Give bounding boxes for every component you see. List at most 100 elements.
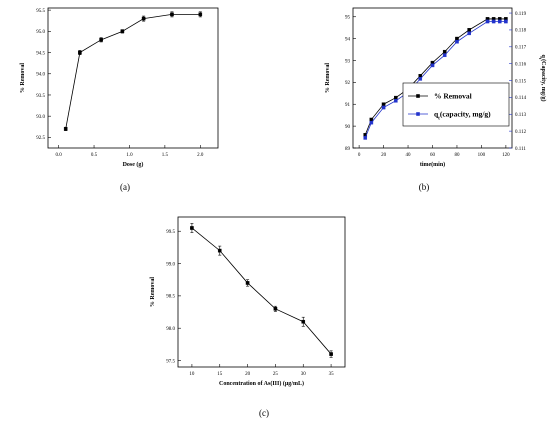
data-point bbox=[120, 29, 125, 34]
panel-label: (a) bbox=[120, 182, 130, 192]
chart-panel-2: 0 20 40 60 80 100 120 89 90 91 92 93 94 95 0.111 0.112 0… bbox=[325, 7, 548, 192]
y2-tick-label: 0.117 bbox=[515, 46, 527, 51]
data-point bbox=[381, 105, 386, 110]
y-tick-label: 94 bbox=[345, 37, 351, 42]
y-tick-label: 98.0 bbox=[166, 327, 175, 332]
x-tick-label: 15 bbox=[217, 372, 223, 377]
plot-frame bbox=[352, 7, 513, 149]
chart-panel-1: 0.0 0.5 1.0 1.5 2.0 92.5 93.0 93.5 94.0 94.5 95.0 9… bbox=[20, 7, 219, 192]
x-tick-label: 120 bbox=[502, 153, 510, 158]
data-point bbox=[369, 120, 374, 125]
data-point bbox=[301, 319, 306, 324]
legend-marker-2 bbox=[416, 112, 420, 116]
plot-frame bbox=[47, 7, 219, 149]
x-tick-label: 0.5 bbox=[91, 153, 98, 158]
y-tick-label: 95.5 bbox=[36, 9, 45, 14]
data-point bbox=[99, 38, 103, 42]
data-point bbox=[273, 307, 278, 311]
panel-label: (c) bbox=[259, 408, 269, 418]
data-point bbox=[497, 19, 502, 24]
x-tick-label: 20 bbox=[245, 372, 251, 377]
data-point bbox=[442, 49, 447, 54]
legend-label-main: q bbox=[434, 110, 439, 119]
data-point bbox=[394, 95, 398, 100]
x-tick-label: 1.0 bbox=[126, 153, 133, 158]
x-tick-label: 1.5 bbox=[162, 153, 169, 158]
data-point bbox=[394, 98, 398, 103]
series-line-1 bbox=[65, 13, 201, 129]
data-point bbox=[198, 12, 203, 17]
y-tick-label: 98.5 bbox=[166, 295, 175, 300]
data-point bbox=[141, 16, 146, 21]
data-point bbox=[217, 248, 222, 253]
plot-frame bbox=[177, 216, 346, 368]
x-tick-label: 25 bbox=[273, 372, 279, 377]
data-point bbox=[63, 127, 68, 131]
x-tick-label: 80 bbox=[454, 153, 460, 158]
y-tick-label: 92 bbox=[345, 81, 351, 86]
y2-axis-title-rest: (Capacity, mg/g) bbox=[540, 59, 547, 101]
x-axis-title: Concentration of As(III) (µg/mL) bbox=[219, 380, 304, 387]
data-point bbox=[485, 19, 490, 24]
y-tick-label: 93 bbox=[345, 59, 351, 64]
y-axis-title: % Removal bbox=[20, 63, 26, 93]
y2-tick-label: 0.116 bbox=[515, 62, 527, 67]
x-tick-label: 100 bbox=[478, 153, 486, 158]
y-tick-label: 95 bbox=[345, 16, 351, 21]
y-axis-title: % Removal bbox=[150, 277, 156, 307]
y-tick-label: 89 bbox=[345, 147, 351, 152]
y-tick-label: 93.5 bbox=[36, 94, 45, 99]
chart-panel-3: 10 15 20 25 30 35 97.5 98.0 98.5 99.0 99.5 Concentr… bbox=[150, 216, 346, 418]
x-tick-label: 20 bbox=[381, 153, 387, 158]
y-tick-label: 94.0 bbox=[36, 73, 45, 78]
data-point bbox=[467, 31, 471, 36]
data-point bbox=[78, 50, 82, 55]
y-tick-label: 95.0 bbox=[36, 30, 45, 35]
x-tick-label: 2.0 bbox=[197, 153, 204, 158]
data-point bbox=[329, 352, 333, 356]
x-axis-title: Dose (g) bbox=[123, 161, 144, 168]
data-point bbox=[430, 63, 435, 68]
data-point bbox=[418, 77, 423, 81]
legend-label-2: qt(capacity, mg/g) bbox=[434, 110, 491, 122]
data-point bbox=[381, 102, 386, 107]
data-point bbox=[455, 39, 459, 44]
data-point bbox=[418, 74, 423, 78]
y-tick-label: 94.5 bbox=[36, 51, 45, 56]
x-tick-label: 30 bbox=[301, 372, 307, 377]
panel-label: (b) bbox=[419, 182, 430, 192]
y-tick-label: 93.0 bbox=[36, 115, 45, 120]
data-point bbox=[467, 28, 471, 32]
data-point bbox=[170, 12, 174, 17]
y-tick-label: 91 bbox=[345, 103, 351, 108]
y2-axis-title: qt(Capacity, mg/g) bbox=[539, 54, 548, 101]
x-tick-label: 0 bbox=[358, 153, 361, 158]
x-axis-title: time(min) bbox=[420, 161, 445, 168]
y2-tick-label: 0.119 bbox=[515, 12, 527, 17]
legend: % Removal qt(capacity, mg/g) bbox=[402, 82, 510, 127]
x-tick-label: 35 bbox=[329, 372, 335, 377]
y2-tick-label: 0.114 bbox=[515, 96, 527, 101]
data-point bbox=[190, 226, 194, 230]
data-point bbox=[455, 36, 459, 41]
y-tick-label: 99.5 bbox=[166, 230, 175, 235]
y2-axis-title-main: q bbox=[540, 54, 546, 58]
data-point bbox=[442, 53, 447, 58]
y2-axis-title-sub: t bbox=[539, 58, 544, 60]
x-tick-label: 60 bbox=[430, 153, 436, 158]
y-tick-label: 97.5 bbox=[166, 359, 175, 364]
y-tick-label: 92.5 bbox=[36, 136, 45, 141]
data-point bbox=[245, 281, 250, 285]
legend-label-sub: t bbox=[438, 116, 440, 121]
legend-label-rest: (capacity, mg/g) bbox=[440, 110, 491, 119]
data-point bbox=[363, 136, 368, 140]
x-tick-label: 0.0 bbox=[56, 153, 63, 158]
y2-tick-label: 0.115 bbox=[515, 79, 527, 84]
x-tick-label: 40 bbox=[406, 153, 412, 158]
legend-box bbox=[402, 82, 510, 127]
y-axis-title: % Removal bbox=[325, 63, 331, 93]
x-tick-label: 10 bbox=[189, 372, 195, 377]
y-tick-label: 99.0 bbox=[166, 262, 175, 267]
y2-tick-label: 0.111 bbox=[515, 147, 526, 152]
